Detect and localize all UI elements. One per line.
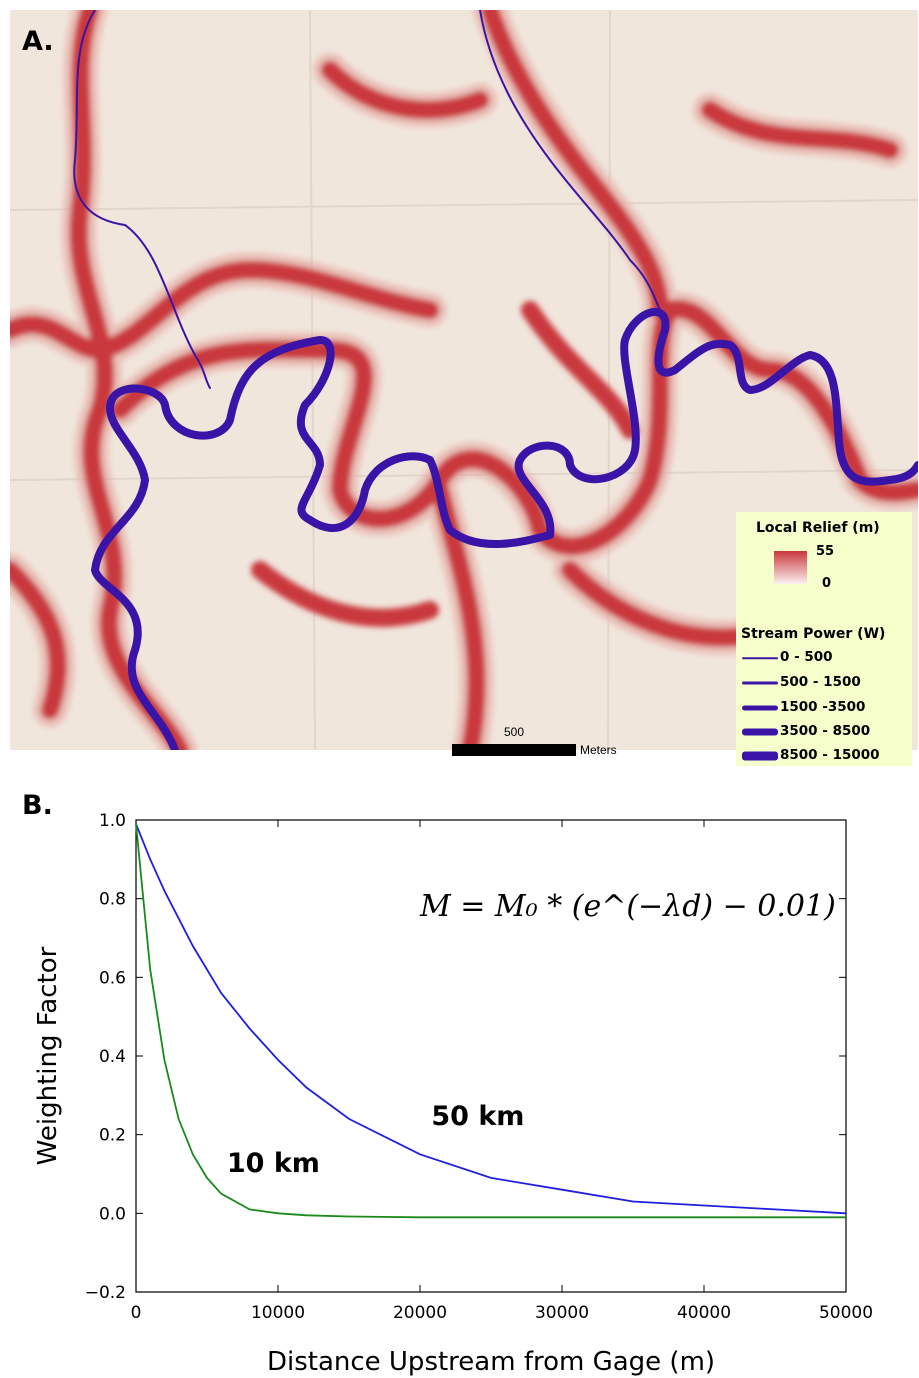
- x-tick-label: 20000: [393, 1303, 447, 1323]
- stream-network: [73, 10, 918, 750]
- y-tick-label: 1.0: [99, 811, 126, 831]
- y-tick-label: 0.8: [99, 890, 126, 910]
- y-tick-label: 0.2: [99, 1126, 126, 1146]
- relief-map: [10, 10, 918, 750]
- scale-bar-unit: Meters: [580, 743, 617, 757]
- power-line-4: [742, 728, 778, 736]
- power-label-4: 3500 - 8500: [780, 723, 871, 739]
- x-tick-label: 50000: [819, 1303, 873, 1323]
- power-line-1: [742, 657, 778, 659]
- equation-annotation: M = M₀ * (e^(−λd) − 0.01): [419, 889, 836, 924]
- map-legend: Local Relief (m) 55 0 Stream Power (W) 0…: [736, 512, 912, 766]
- x-tick-label: 30000: [535, 1303, 589, 1323]
- power-class-2: 500 - 1500: [742, 673, 912, 693]
- x-tick-label: 0: [131, 1303, 142, 1323]
- x-tick-label: 40000: [677, 1303, 731, 1323]
- relief-max-label: 55: [816, 544, 835, 559]
- power-class-1: 0 - 500: [742, 648, 912, 668]
- chart-panel: 0 10000 20000 30000 40000 50000 −0.2 0.0 0.2 0.4 0…: [0, 780, 919, 1378]
- series-line-0: [135, 823, 847, 1215]
- x-tick-label: 10000: [251, 1303, 305, 1323]
- power-class-5: 8500 - 15000: [742, 746, 912, 766]
- relief-legend-title: Local Relief (m): [756, 520, 880, 536]
- panel-b-label: B.: [22, 790, 53, 821]
- y-tick-label: 0.6: [99, 968, 126, 988]
- series-line-1: [135, 823, 846, 1219]
- y-tick-label: 0.0: [99, 1204, 126, 1224]
- stream-thin-left: [73, 10, 211, 389]
- y-axis-title: Weighting Factor: [33, 946, 63, 1165]
- series-label-1: 10 km: [227, 1148, 320, 1179]
- power-line-2: [742, 681, 778, 685]
- power-line-5: [742, 751, 778, 761]
- scale-bar-bar: [452, 744, 576, 756]
- relief-color-ramp: [774, 551, 807, 584]
- power-label-1: 0 - 500: [780, 649, 833, 665]
- relief-valleys: [10, 10, 918, 750]
- stream-main: [91, 307, 918, 750]
- power-class-3: 1500 -3500: [742, 698, 912, 718]
- scale-bar-value: 500: [504, 725, 525, 739]
- weighting-chart: 0 10000 20000 30000 40000 50000 −0.2 0.0 0.2 0.4 0…: [33, 811, 873, 1377]
- stream-thin-right: [479, 10, 661, 311]
- power-label-2: 500 - 1500: [780, 674, 861, 690]
- map-panel: A.: [10, 10, 918, 750]
- power-line-3: [742, 705, 778, 711]
- y-tick-label: −0.2: [85, 1283, 126, 1303]
- power-label-5: 8500 - 15000: [780, 747, 880, 763]
- series-label-0: 50 km: [431, 1101, 524, 1132]
- relief-min-label: 0: [822, 576, 832, 591]
- power-label-3: 1500 -3500: [780, 699, 866, 715]
- power-class-4: 3500 - 8500: [742, 722, 912, 742]
- panel-a-label: A.: [22, 26, 54, 57]
- power-legend-title: Stream Power (W): [741, 626, 886, 642]
- y-tick-label: 0.4: [99, 1047, 126, 1067]
- x-axis-title: Distance Upstream from Gage (m): [267, 1347, 715, 1377]
